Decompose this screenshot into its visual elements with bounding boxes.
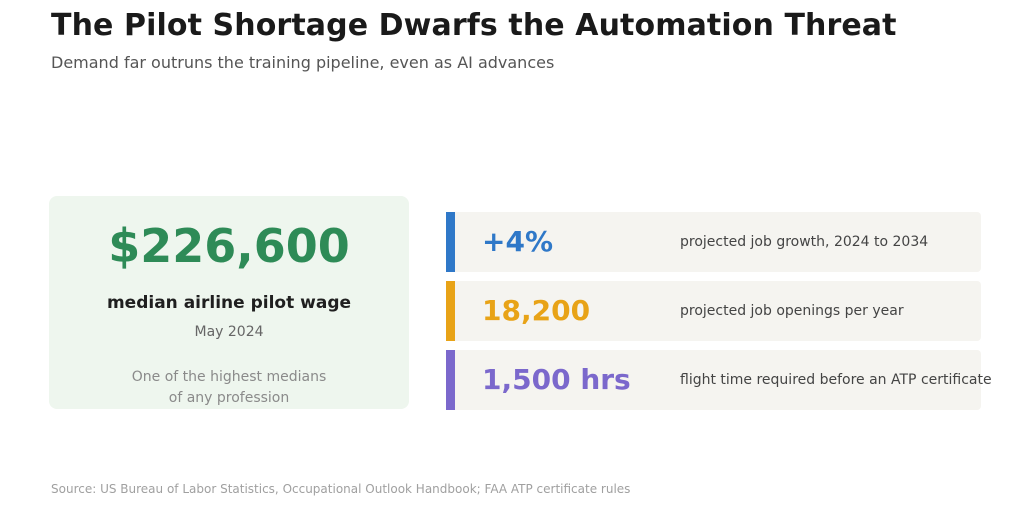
stat-accent-bar [446,350,455,410]
wage-note-line-2: of any profession [49,388,409,409]
page-subtitle: Demand far outruns the training pipeline… [51,53,554,72]
stat-value: 1,500 hrs [482,350,631,410]
wage-label: median airline pilot wage [49,293,409,313]
stat-card-flight-time: 1,500 hrs flight time required before an… [446,350,981,410]
stat-card-job-openings: 18,200 projected job openings per year [446,281,981,341]
stat-accent-bar [446,281,455,341]
wage-date: May 2024 [49,324,409,340]
stat-card-job-growth: +4% projected job growth, 2024 to 2034 [446,212,981,272]
stat-description: projected job growth, 2024 to 2034 [680,212,928,272]
stat-description: projected job openings per year [680,281,904,341]
wage-value: $226,600 [49,219,409,273]
stat-value: 18,200 [482,281,590,341]
wage-card: $226,600 median airline pilot wage May 2… [49,196,409,409]
wage-note: One of the highest medians of any profes… [49,367,409,409]
stat-description: flight time required before an ATP certi… [680,350,992,410]
source-note: Source: US Bureau of Labor Statistics, O… [51,482,630,496]
wage-note-line-1: One of the highest medians [49,367,409,388]
stat-accent-bar [446,212,455,272]
page-title: The Pilot Shortage Dwarfs the Automation… [51,8,897,43]
stat-value: +4% [482,212,553,272]
